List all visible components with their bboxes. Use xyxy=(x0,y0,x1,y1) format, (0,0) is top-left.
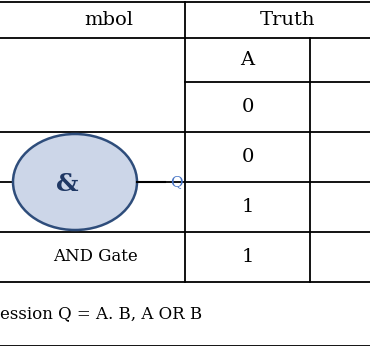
Text: Q: Q xyxy=(170,175,183,189)
Ellipse shape xyxy=(13,134,137,230)
Text: &: & xyxy=(56,172,78,196)
Text: A: A xyxy=(240,51,255,69)
Text: ession Q = A. B, A OR B: ession Q = A. B, A OR B xyxy=(0,306,202,322)
Text: mbol: mbol xyxy=(84,11,134,29)
Text: Truth: Truth xyxy=(260,11,315,29)
Text: 0: 0 xyxy=(241,148,254,166)
Text: 1: 1 xyxy=(241,248,254,266)
Text: AND Gate: AND Gate xyxy=(53,248,137,265)
Text: 0: 0 xyxy=(241,98,254,116)
Text: 1: 1 xyxy=(241,198,254,216)
